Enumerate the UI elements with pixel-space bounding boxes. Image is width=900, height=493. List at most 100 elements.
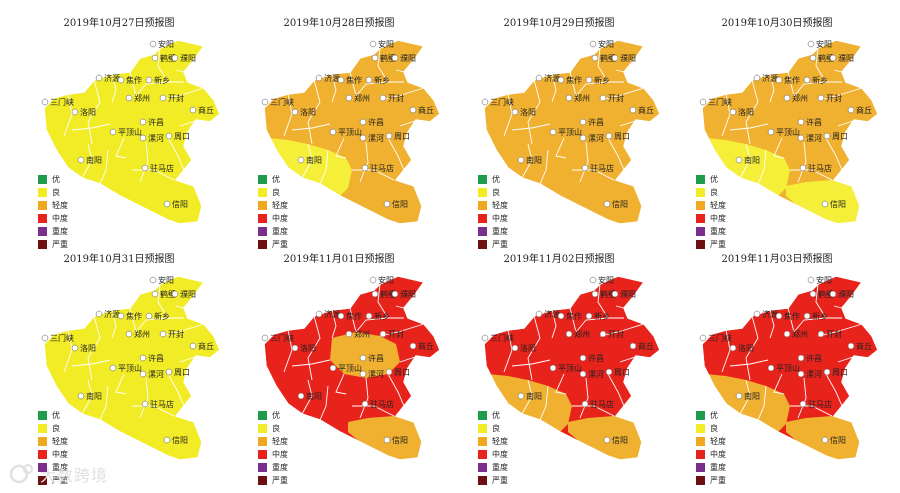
county-border [377, 283, 389, 319]
city-label: 濮阳 [400, 53, 416, 63]
legend-swatch [38, 187, 47, 197]
county-border [157, 283, 169, 319]
station-marker-icon [599, 330, 607, 338]
county-border [87, 79, 101, 145]
county-border [527, 315, 541, 381]
county-border [615, 305, 625, 309]
legend-swatch [696, 239, 705, 249]
legend-swatch [38, 436, 47, 446]
station-marker-icon [337, 76, 345, 84]
station-marker-icon [821, 200, 829, 208]
city-label: 周口 [614, 132, 630, 141]
station-marker-icon [189, 342, 197, 350]
county-border [729, 359, 769, 367]
station-marker-icon [699, 334, 707, 342]
legend-label: 中度 [52, 449, 68, 459]
county-border [99, 385, 109, 421]
city-label: 安阳 [378, 39, 394, 49]
station-marker-icon [565, 330, 573, 338]
station-marker-icon [151, 54, 159, 62]
legend-item: 优 [38, 173, 68, 185]
station-marker-icon [767, 364, 775, 372]
county-border [291, 123, 331, 131]
legend-label: 严重 [272, 475, 288, 485]
city-label: 周口 [394, 368, 410, 377]
legend-item: 中度 [38, 448, 68, 460]
city-label: 鹤壁 [380, 289, 396, 299]
city-label: 焦作 [784, 75, 800, 85]
legend-label: 良 [710, 423, 718, 433]
county-border [355, 317, 404, 333]
station-marker-icon [629, 342, 637, 350]
station-marker-icon [589, 40, 597, 48]
station-marker-icon [603, 436, 611, 444]
station-marker-icon [585, 312, 593, 320]
legend-item: 良 [478, 186, 508, 198]
station-marker-icon [379, 330, 387, 338]
city-label: 漯河 [368, 133, 384, 143]
legend-swatch [258, 462, 267, 472]
legend-swatch [38, 410, 47, 420]
legend-item: 严重 [38, 238, 68, 250]
city-label: 许昌 [368, 353, 384, 363]
legend-swatch [696, 213, 705, 223]
legend-swatch [478, 410, 487, 420]
legend-swatch [38, 475, 47, 485]
legend-item: 优 [258, 173, 288, 185]
legend-item: 优 [38, 409, 68, 421]
station-marker-icon [149, 276, 157, 284]
station-marker-icon [409, 106, 417, 114]
city-label: 许昌 [148, 353, 164, 363]
city-label: 三门峡 [708, 97, 732, 107]
legend-label: 轻度 [492, 436, 508, 446]
region-center [768, 332, 838, 378]
county-border [111, 309, 117, 339]
city-label: 濮阳 [838, 289, 854, 299]
county-border [99, 149, 109, 185]
panel-title: 2019年10月30日预报图 [721, 18, 833, 29]
county-border [291, 359, 331, 367]
watermark-text: 大数跨境 [40, 466, 109, 485]
city-label: 开封 [608, 329, 624, 339]
county-border [71, 359, 111, 367]
station-marker-icon [77, 156, 85, 164]
station-marker-icon [359, 118, 367, 126]
county-border [355, 81, 404, 97]
city-label: 南阳 [744, 391, 760, 401]
city-label: 南阳 [526, 391, 542, 401]
station-marker-icon [315, 74, 323, 82]
city-label: 焦作 [566, 311, 582, 321]
station-marker-icon [581, 400, 589, 408]
station-marker-icon [807, 276, 815, 284]
forecast-panel: 2019年11月02日预报图 安阳 鹤壁 濮阳 济源 焦作 新乡 三门峡 郑州 开封 洛阳 商丘 平顶山… [448, 246, 670, 486]
legend-item: 轻度 [258, 199, 288, 211]
city-label: 平顶山 [558, 127, 582, 137]
city-label: 濮阳 [620, 53, 636, 63]
aqi-legend: 优良轻度 中度 重度 严重 [258, 409, 288, 487]
region-southwest [706, 374, 790, 432]
legend-swatch [258, 475, 267, 485]
county-border [175, 69, 185, 73]
city-label: 平顶山 [118, 363, 142, 373]
legend-swatch [478, 475, 487, 485]
county-border [135, 317, 184, 333]
legend-label: 重度 [52, 462, 68, 472]
county-border [790, 169, 833, 181]
city-label: 开封 [826, 329, 842, 339]
county-border [607, 137, 625, 171]
city-label: 平顶山 [558, 363, 582, 373]
city-label: 济源 [104, 309, 120, 319]
city-label: 三门峡 [708, 333, 732, 343]
legend-item: 重度 [38, 225, 68, 237]
station-marker-icon [369, 276, 377, 284]
city-label: 漯河 [588, 133, 604, 143]
city-label: 焦作 [566, 75, 582, 85]
legend-label: 严重 [272, 239, 288, 249]
panel-title: 2019年10月31日预报图 [63, 254, 175, 265]
city-label: 周口 [174, 132, 190, 141]
city-label: 漯河 [368, 369, 384, 379]
station-marker-icon [481, 334, 489, 342]
station-marker-icon [549, 128, 557, 136]
county-border [283, 93, 293, 137]
city-label: 商丘 [638, 105, 654, 115]
